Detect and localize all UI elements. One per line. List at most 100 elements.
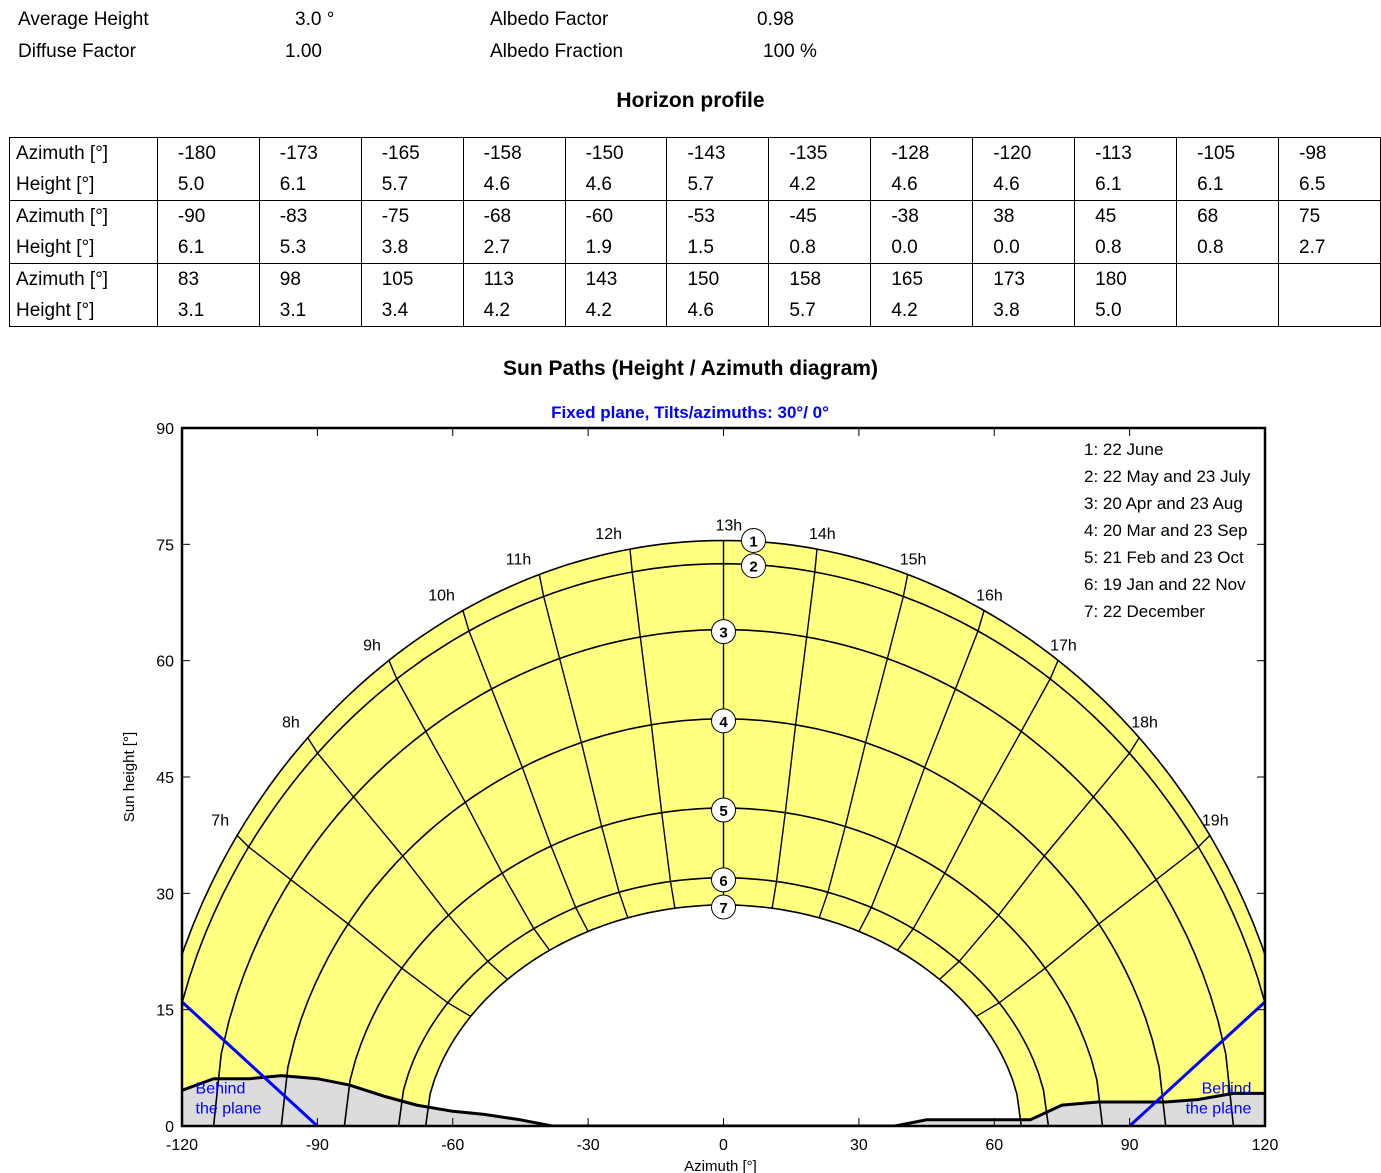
azimuth-value: -158 xyxy=(483,143,522,164)
x-tick-label: -120 xyxy=(166,1137,198,1154)
legend-entry: 5: 21 Feb and 23 Oct xyxy=(1084,548,1244,567)
height-value: 4.6 xyxy=(687,300,714,321)
azimuth-value: -38 xyxy=(891,206,919,227)
height-value: 2.7 xyxy=(483,237,511,258)
day-marker-label: 1 xyxy=(749,533,757,550)
horizon-cell: -135 4.2 xyxy=(768,137,872,201)
horizon-cell: -60 1.9 xyxy=(564,200,668,264)
day-curve xyxy=(182,539,1265,958)
azimuth-label: Azimuth [°] xyxy=(16,143,109,164)
azimuth-value: 173 xyxy=(993,269,1025,290)
height-value: 5.0 xyxy=(177,174,205,195)
day-marker-circle xyxy=(711,797,736,823)
row-labels: Azimuth [°] Height [°] xyxy=(9,137,158,201)
azimuth-value: 68 xyxy=(1197,206,1219,227)
azimuth-value: 38 xyxy=(993,206,1015,227)
height-value: 0.8 xyxy=(1197,237,1224,258)
day-marker-circle xyxy=(711,708,736,734)
plane-label-left: Behind xyxy=(196,1080,246,1097)
hour-label: 18h xyxy=(1131,715,1158,732)
hour-label: 14h xyxy=(809,526,836,543)
day-marker-label: 2 xyxy=(749,559,757,576)
height-value: 5.7 xyxy=(687,174,714,195)
hour-label: 11h xyxy=(506,552,532,569)
height-value: 1.5 xyxy=(687,237,714,258)
diffuse-factor-value: 1.00 xyxy=(285,41,322,62)
azimuth-value: 143 xyxy=(585,269,618,290)
height-value: 3.8 xyxy=(993,300,1020,321)
horizon-cell: -83 5.3 xyxy=(258,200,362,264)
height-value: 2.7 xyxy=(1299,237,1326,258)
horizon-row: Azimuth [°] Height [°] 83 3.1 98 3.1 105 3.4 113… xyxy=(9,263,1381,327)
day-marker-circle xyxy=(741,553,766,579)
height-value: 6.1 xyxy=(279,174,307,195)
height-value: 1.9 xyxy=(585,237,612,258)
x-tick-label: -30 xyxy=(577,1137,600,1154)
day-marker-label: 5 xyxy=(719,803,727,820)
height-value: 4.6 xyxy=(993,174,1020,195)
x-tick-label: -60 xyxy=(441,1137,464,1154)
x-tick-label: -90 xyxy=(306,1137,329,1154)
azimuth-value: -128 xyxy=(891,143,930,164)
hour-label: 13h xyxy=(716,518,743,535)
day-marker-label: 4 xyxy=(719,714,728,731)
azimuth-value: -165 xyxy=(381,143,420,164)
average-height-value: 3.0 ° xyxy=(295,9,335,30)
hour-label: 7h xyxy=(211,812,229,829)
height-value: 0.0 xyxy=(891,237,918,258)
y-tick-label: 75 xyxy=(156,537,174,554)
horizon-profile-table: Azimuth [°] Height [°] -180 5.0 -173 6.1 -165 5… xyxy=(9,137,1381,327)
plane-label-right: the plane xyxy=(1186,1100,1252,1117)
height-value: 4.2 xyxy=(483,300,511,321)
azimuth-value: 98 xyxy=(279,269,301,290)
hour-label: 16h xyxy=(976,588,1003,605)
azimuth-label: Azimuth [°] xyxy=(16,206,109,227)
horizon-cell: -38 0.0 xyxy=(870,200,974,264)
day-marker-circle xyxy=(711,894,736,920)
horizon-shade xyxy=(182,1075,1265,1126)
height-value: 4.2 xyxy=(891,300,918,321)
horizon-cell xyxy=(1176,263,1280,327)
legend-entry: 6: 19 Jan and 22 Nov xyxy=(1084,575,1246,594)
horizon-cell: 105 3.4 xyxy=(360,263,464,327)
horizon-cell: 180 5.0 xyxy=(1074,263,1178,327)
sun-paths-title: Sun Paths (Height / Azimuth diagram) xyxy=(503,357,878,380)
x-tick-label: 120 xyxy=(1252,1137,1279,1154)
y-tick-label: 60 xyxy=(156,654,174,671)
x-tick-label: 0 xyxy=(719,1137,728,1154)
height-value: 6.5 xyxy=(1299,174,1326,195)
azimuth-value: 75 xyxy=(1299,206,1321,227)
horizon-cell xyxy=(1278,263,1381,327)
plane-label-left: the plane xyxy=(196,1100,262,1117)
horizon-cell: -98 6.5 xyxy=(1278,137,1381,201)
azimuth-value: -150 xyxy=(585,143,624,164)
azimuth-value: 45 xyxy=(1095,206,1117,227)
height-value: 0.8 xyxy=(1095,237,1122,258)
y-axis-label: Sun height [°] xyxy=(121,732,138,822)
azimuth-value: 150 xyxy=(687,269,720,290)
height-label: Height [°] xyxy=(16,300,95,321)
horizon-cell: 165 4.2 xyxy=(870,263,974,327)
average-height-label: Average Height xyxy=(18,9,149,30)
horizon-cell: 83 3.1 xyxy=(156,263,260,327)
horizon-cell: 38 0.0 xyxy=(972,200,1076,264)
hour-label: 17h xyxy=(1050,637,1077,654)
horizon-cell: -173 6.1 xyxy=(258,137,362,201)
horizon-cell: -105 6.1 xyxy=(1176,137,1280,201)
y-tick-label: 0 xyxy=(165,1119,174,1136)
height-value: 4.2 xyxy=(585,300,612,321)
x-tick-label: 90 xyxy=(1121,1137,1139,1154)
horizon-cell: -158 4.6 xyxy=(462,137,566,201)
day-curve xyxy=(182,562,1265,1006)
chart-subtitle: Fixed plane, Tilts/azimuths: 30°/ 0° xyxy=(551,403,829,422)
hour-label: 15h xyxy=(900,552,927,569)
hour-label: 12h xyxy=(595,526,622,543)
azimuth-value: 180 xyxy=(1095,269,1127,290)
azimuth-value: -113 xyxy=(1095,143,1132,164)
height-value: 5.7 xyxy=(381,174,409,195)
x-axis-label: Azimuth [°] xyxy=(684,1158,757,1173)
legend-entry: 1: 22 June xyxy=(1084,440,1163,459)
height-value: 6.1 xyxy=(1197,174,1224,195)
day-marker-label: 3 xyxy=(719,625,727,642)
